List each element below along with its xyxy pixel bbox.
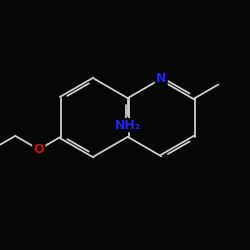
- Text: N: N: [156, 72, 166, 85]
- Text: NH₂: NH₂: [115, 119, 141, 132]
- Text: O: O: [34, 143, 44, 156]
